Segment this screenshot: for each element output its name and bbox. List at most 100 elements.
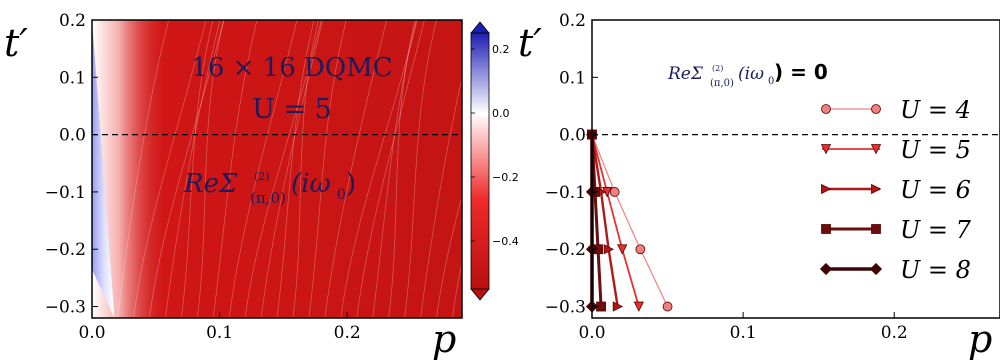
legend-marker [870,144,882,155]
heatmap-contour-line [228,20,298,318]
right-sigma-subscript: (π,0) [710,78,734,89]
right-y-tick-label: 0.0 [559,126,586,146]
left-y-tick-label: 0.0 [59,126,86,146]
right-sigma-superscript: (2) [712,64,723,73]
legend-marker [819,262,833,276]
heatmap-contour-line [117,20,169,318]
left-sigma-superscript: (2) [254,170,270,183]
right-series [585,128,673,313]
legend-label: U = 6 [900,176,971,204]
left-sigma-close: ) [346,169,356,199]
heatmap-contour-line [276,20,315,318]
left-sigma-annotation: ReΣ (2) (π,0) (iω 0 ) [183,169,356,207]
colorbar-ticks: 0.2 0.0 −0.2 −0.4 [471,43,519,248]
right-y-tick-label: −0.2 [545,240,586,260]
left-x-tick-label: 0.1 [206,323,233,343]
legend-marker [871,104,881,114]
right-x-tick-label: 0.1 [730,323,757,343]
heatmap-contour-line [372,20,417,318]
series-point [612,301,624,312]
left-y-ticks: 0.2 0.1 0.0 −0.1 −0.2 −0.3 [45,11,98,318]
heatmap-contour-line [133,20,207,318]
legend-marker [820,144,832,155]
left-x-tick-label: 0.2 [334,323,361,343]
heatmap-contour-line [324,20,387,318]
series-point [635,244,646,255]
right-plot-frame [591,19,1000,319]
heatmap-contour-line [436,194,462,318]
right-x-tick-label: 0.0 [578,323,605,343]
left-y-tick-label: 0.2 [59,11,86,31]
heatmap-contour-line [164,20,221,318]
right-x-ticks: 0.0 0.1 0.2 [578,312,908,343]
heatmap-contour-line [244,20,322,318]
colorbar-tick-label: −0.2 [492,171,519,184]
heatmap-contour-line [180,20,214,318]
legend-label: U = 5 [900,136,971,164]
heatmap-contour-line [452,259,462,318]
heatmap-contour-line [340,20,418,318]
series-point [662,301,673,312]
left-sigma-main: ReΣ [183,169,238,199]
right-legend: U = 4 U = 5 U = 6 U = 7 U = 8 [819,96,972,284]
heatmap-contour-line [420,75,462,318]
right-y-tick-label: −0.3 [545,298,586,318]
colorbar-tick-label: 0.2 [492,43,510,56]
legend-label: U = 8 [900,256,971,284]
right-x-tick-label: 0.2 [881,323,908,343]
legend-marker [871,183,882,195]
legend-marker [821,224,831,234]
left-u-annotation: U = 5 [252,94,332,125]
left-panel: 0.0 0.1 0.2 0.2 0.1 0.0 −0.1 −0.2 −0.3 p t′ 16 … [4,11,463,360]
right-y-tick-label: 0.1 [559,68,586,88]
heatmap-contour-line [212,20,258,318]
heatmap-contour-line [149,20,225,318]
left-sigma-subscript: (π,0) [250,189,286,207]
legend-label: U = 4 [900,96,971,124]
left-x-label: p [432,317,456,360]
right-sigma-arg: (iω [738,64,764,84]
heatmap-contour-line [308,20,347,318]
left-x-ticks: 0.0 0.1 0.2 [78,312,361,343]
heatmap-positive-region [92,20,115,318]
legend-marker [821,183,832,195]
left-sigma-arg-subscript: 0 [337,187,346,203]
heatmap-contours [117,20,462,318]
left-sigma-arg: (iω [291,169,331,199]
colorbar: 0.2 0.0 −0.2 −0.4 [470,21,519,301]
series-point [633,301,644,312]
heatmap-contour-line [404,20,437,318]
right-sigma-annotation: ReΣ (2) (π,0) (iω 0 ) = 0 [667,60,828,89]
heatmap-contour-line [260,20,323,318]
series-point [617,244,628,255]
colorbar-tick-label: 0.0 [492,107,510,120]
colorbar-bottom-arrow [470,288,490,301]
right-panel: 0.0 0.1 0.2 0.2 0.1 0.0 −0.1 −0.2 −0.3 p t′ ReΣ… [518,11,1000,360]
heatmap-transition-band [92,20,169,318]
left-x-tick-label: 0.0 [78,323,105,343]
left-y-tick-label: 0.1 [59,68,86,88]
left-y-label: t′ [4,21,28,65]
series-line [590,134,619,307]
right-y-label: t′ [518,21,542,65]
series-line [591,134,640,307]
legend-marker [821,104,831,114]
colorbar-bar [470,32,490,290]
series-line [591,134,669,307]
left-plot-frame [91,19,463,319]
left-y-tick-label: −0.3 [45,298,86,318]
series-point [609,187,620,197]
right-y-tick-label: −0.1 [545,183,586,203]
right-y-tick-label: 0.2 [559,11,586,31]
right-x-label: p [968,317,992,360]
left-y-tick-label: −0.2 [45,240,86,260]
colorbar-top-arrow [470,21,490,34]
heatmap-contour-line [356,20,425,318]
right-sigma-close: ) = 0 [774,60,828,84]
heatmap-contour-line [388,20,416,318]
right-sigma-arg-subscript: 0 [768,76,774,87]
legend-marker [869,262,883,276]
colorbar-tick-label: −0.4 [492,235,519,248]
left-y-tick-label: −0.1 [45,183,86,203]
